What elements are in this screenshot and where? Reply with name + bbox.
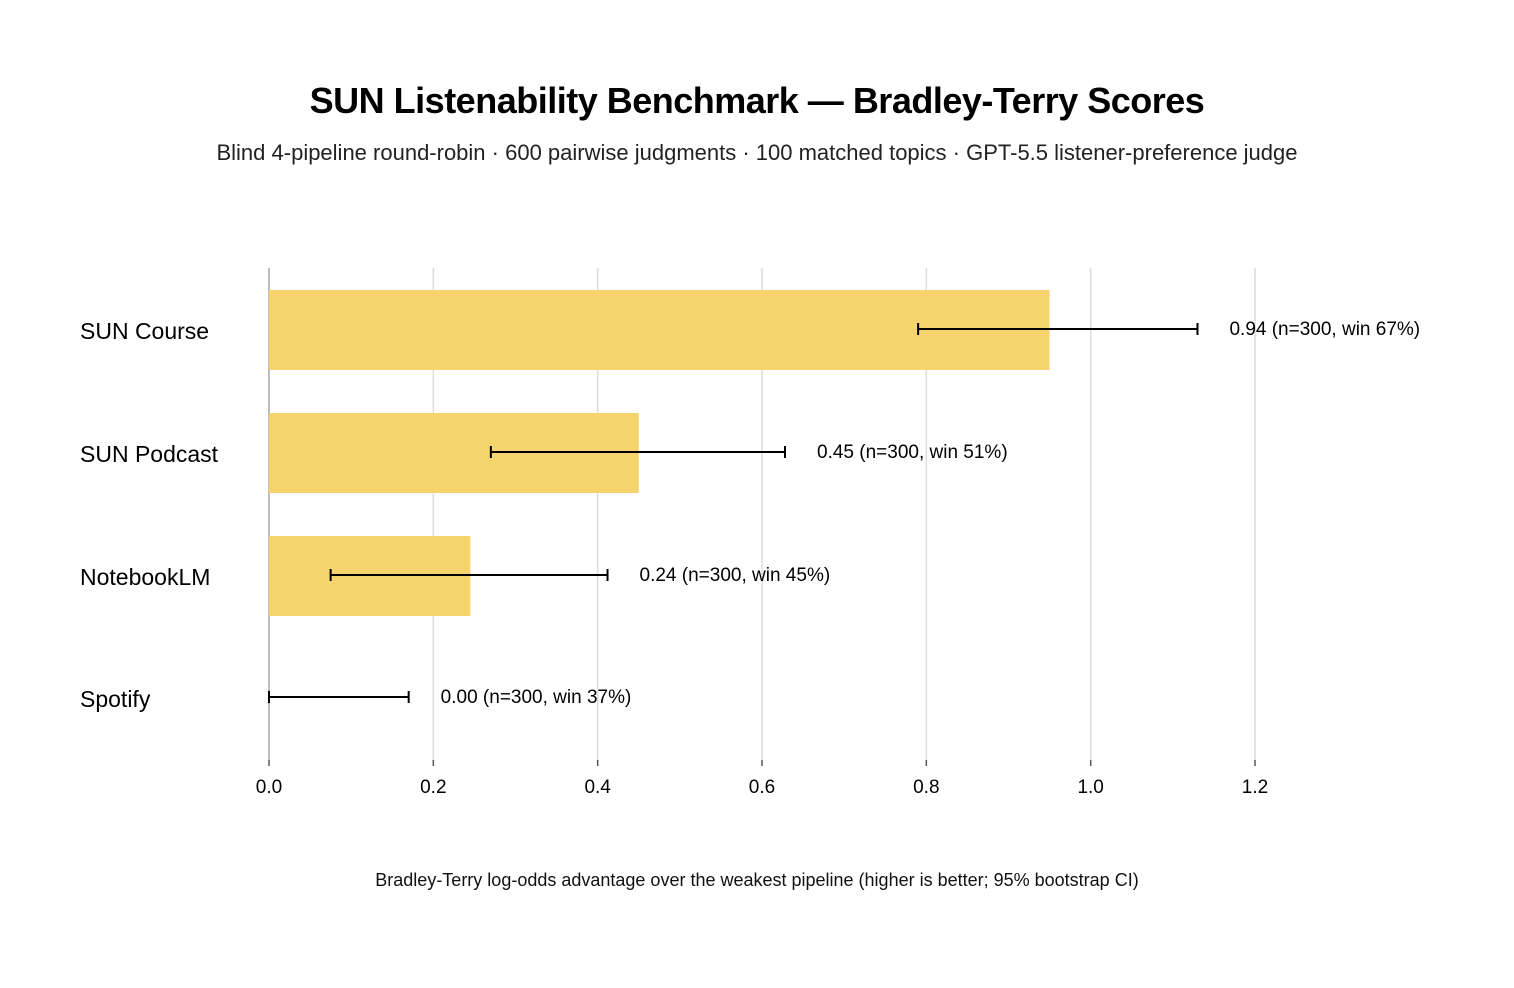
x-axis: 0.0 0.2 0.4 0.6 0.8 1.0 1.2 [256,760,1268,798]
x-tick-label: 0.0 [256,777,282,798]
x-axis-label: Bradley-Terry log-odds advantage over th… [375,870,1139,890]
category-label: SUN Course [80,318,209,344]
x-tick-label: 0.2 [420,777,446,798]
chart-title: SUN Listenability Benchmark — Bradley-Te… [309,80,1205,121]
category-labels: SUN Course SUN Podcast NotebookLM Spotify [80,318,219,712]
x-tick-label: 0.6 [749,777,775,798]
x-tick-label: 0.8 [913,777,939,798]
data-label: 0.00 (n=300, win 37%) [441,687,632,708]
data-label: 0.94 (n=300, win 67%) [1229,319,1420,340]
data-label: 0.24 (n=300, win 45%) [640,565,831,586]
error-bars [268,323,1199,703]
category-label: NotebookLM [80,564,210,590]
x-tick-label: 0.4 [584,777,611,798]
x-tick-label: 1.2 [1242,777,1268,798]
data-label: 0.45 (n=300, win 51%) [817,442,1008,463]
category-label: SUN Podcast [80,441,219,467]
x-tick-label: 1.0 [1077,777,1103,798]
data-labels: 0.94 (n=300, win 67%) 0.45 (n=300, win 51… [441,319,1420,708]
category-label: Spotify [80,686,151,712]
chart-subtitle: Blind 4-pipeline round-robin · 600 pairw… [216,140,1298,165]
